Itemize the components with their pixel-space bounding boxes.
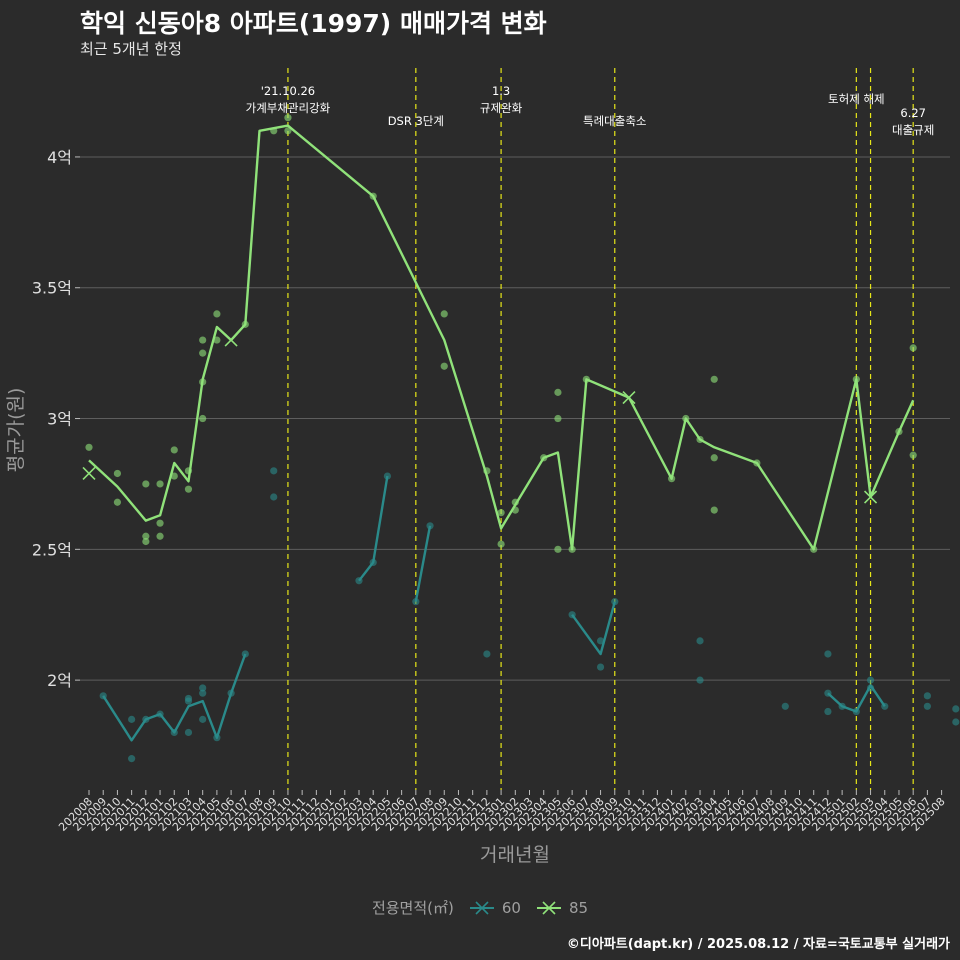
event-label: '21.10.26 [261,84,315,98]
point-85 [142,480,150,488]
point-60 [696,676,704,684]
point-85 [909,451,917,459]
point-60 [128,755,136,763]
point-60 [781,702,789,710]
point-60 [923,692,931,700]
point-60 [270,467,278,475]
point-85 [710,506,718,514]
point-85 [170,446,178,454]
point-85 [554,388,562,396]
point-60 [952,718,960,726]
legend-item-85: 85 [535,898,588,918]
cross-marker-85 [224,333,238,347]
point-85 [142,537,150,546]
point-60 [866,676,875,684]
point-85 [199,336,207,344]
y-tick-label: 2.5억 [32,540,72,559]
legend-key-60 [469,900,494,915]
point-85 [440,310,448,318]
x-axis-title: 거래년월 [480,844,550,866]
event-label: 특례대출축소 [583,114,646,128]
point-60 [383,472,392,480]
chart-subtitle: 최근 5개년 한정 [80,40,182,58]
legend-title: 전용면적(㎡) [371,899,454,917]
point-85 [710,454,718,462]
point-85 [113,498,122,506]
y-axis-title: 평균가(원) [5,388,27,473]
series-line-60 [571,601,616,656]
point-85 [284,114,292,122]
point-85 [184,485,193,493]
cross-marker-85 [863,490,878,504]
point-60 [596,637,605,645]
point-60 [426,522,434,530]
point-85 [213,310,221,318]
legend-label-60: 60 [501,898,521,917]
point-60 [270,493,278,501]
y-tick-label: 2억 [47,671,72,690]
point-85 [284,127,292,135]
event-label: 1.3 [492,84,510,98]
point-85 [497,540,505,548]
point-60 [611,598,619,606]
point-85 [710,375,718,383]
event-label: 토허제 해제 [828,92,885,106]
series-line-60 [358,475,389,582]
point-60 [596,663,605,671]
y-tick-label: 3.5억 [32,279,72,298]
chart-title: 학익 신동아8 아파트(1997) 매매가격 변화 [80,9,547,38]
point-85 [554,545,562,553]
series-line-60 [827,684,886,713]
series-layer [82,114,960,763]
legend: 전용면적(㎡) 60 85 [0,897,960,918]
point-60 [952,705,960,713]
series-line-60 [414,525,432,602]
point-60 [483,650,491,658]
legend-item-60: 60 [468,898,521,918]
point-60 [199,684,207,692]
point-85 [156,480,164,488]
point-85 [213,336,221,344]
event-label: 규제완화 [480,101,523,115]
point-60 [824,650,832,658]
point-60 [199,689,207,697]
point-60 [696,637,704,645]
cross-marker-85 [622,391,636,405]
event-label: DSR 3단계 [388,114,444,128]
point-85 [554,414,562,423]
event-label: 가계부채관리강화 [246,101,331,115]
point-85 [440,362,448,370]
source-caption: ©디아파트(dapt.kr) / 2025.08.12 / 자료=국토교통부 실… [566,937,950,952]
point-85 [156,519,164,527]
x-axis: 2020082020092020102020112020122021012021… [56,790,948,834]
series-line-60 [102,653,247,742]
point-60 [923,702,931,710]
point-85 [142,532,150,540]
event-label: 6.27 [900,106,926,120]
y-tick-label: 4억 [47,148,72,167]
point-60 [199,715,207,723]
point-60 [184,728,193,737]
legend-key-85 [536,900,561,915]
point-60 [184,697,193,705]
point-85 [156,532,164,540]
point-60 [128,715,136,723]
series-line-85 [88,124,915,551]
y-tick-label: 3억 [47,410,72,429]
point-85 [497,509,505,517]
cross-marker-85 [82,466,96,481]
legend-label-85: 85 [568,898,589,917]
event-label: 대출규제 [892,123,934,137]
point-85 [85,443,93,451]
point-85 [199,414,207,423]
y-axis: 2억 2.5억 3억 3.5억 4억 [32,148,80,690]
point-60 [824,707,832,716]
point-85 [113,469,122,478]
point-85 [199,349,207,357]
point-85 [909,344,917,352]
grid-lines [80,156,950,681]
